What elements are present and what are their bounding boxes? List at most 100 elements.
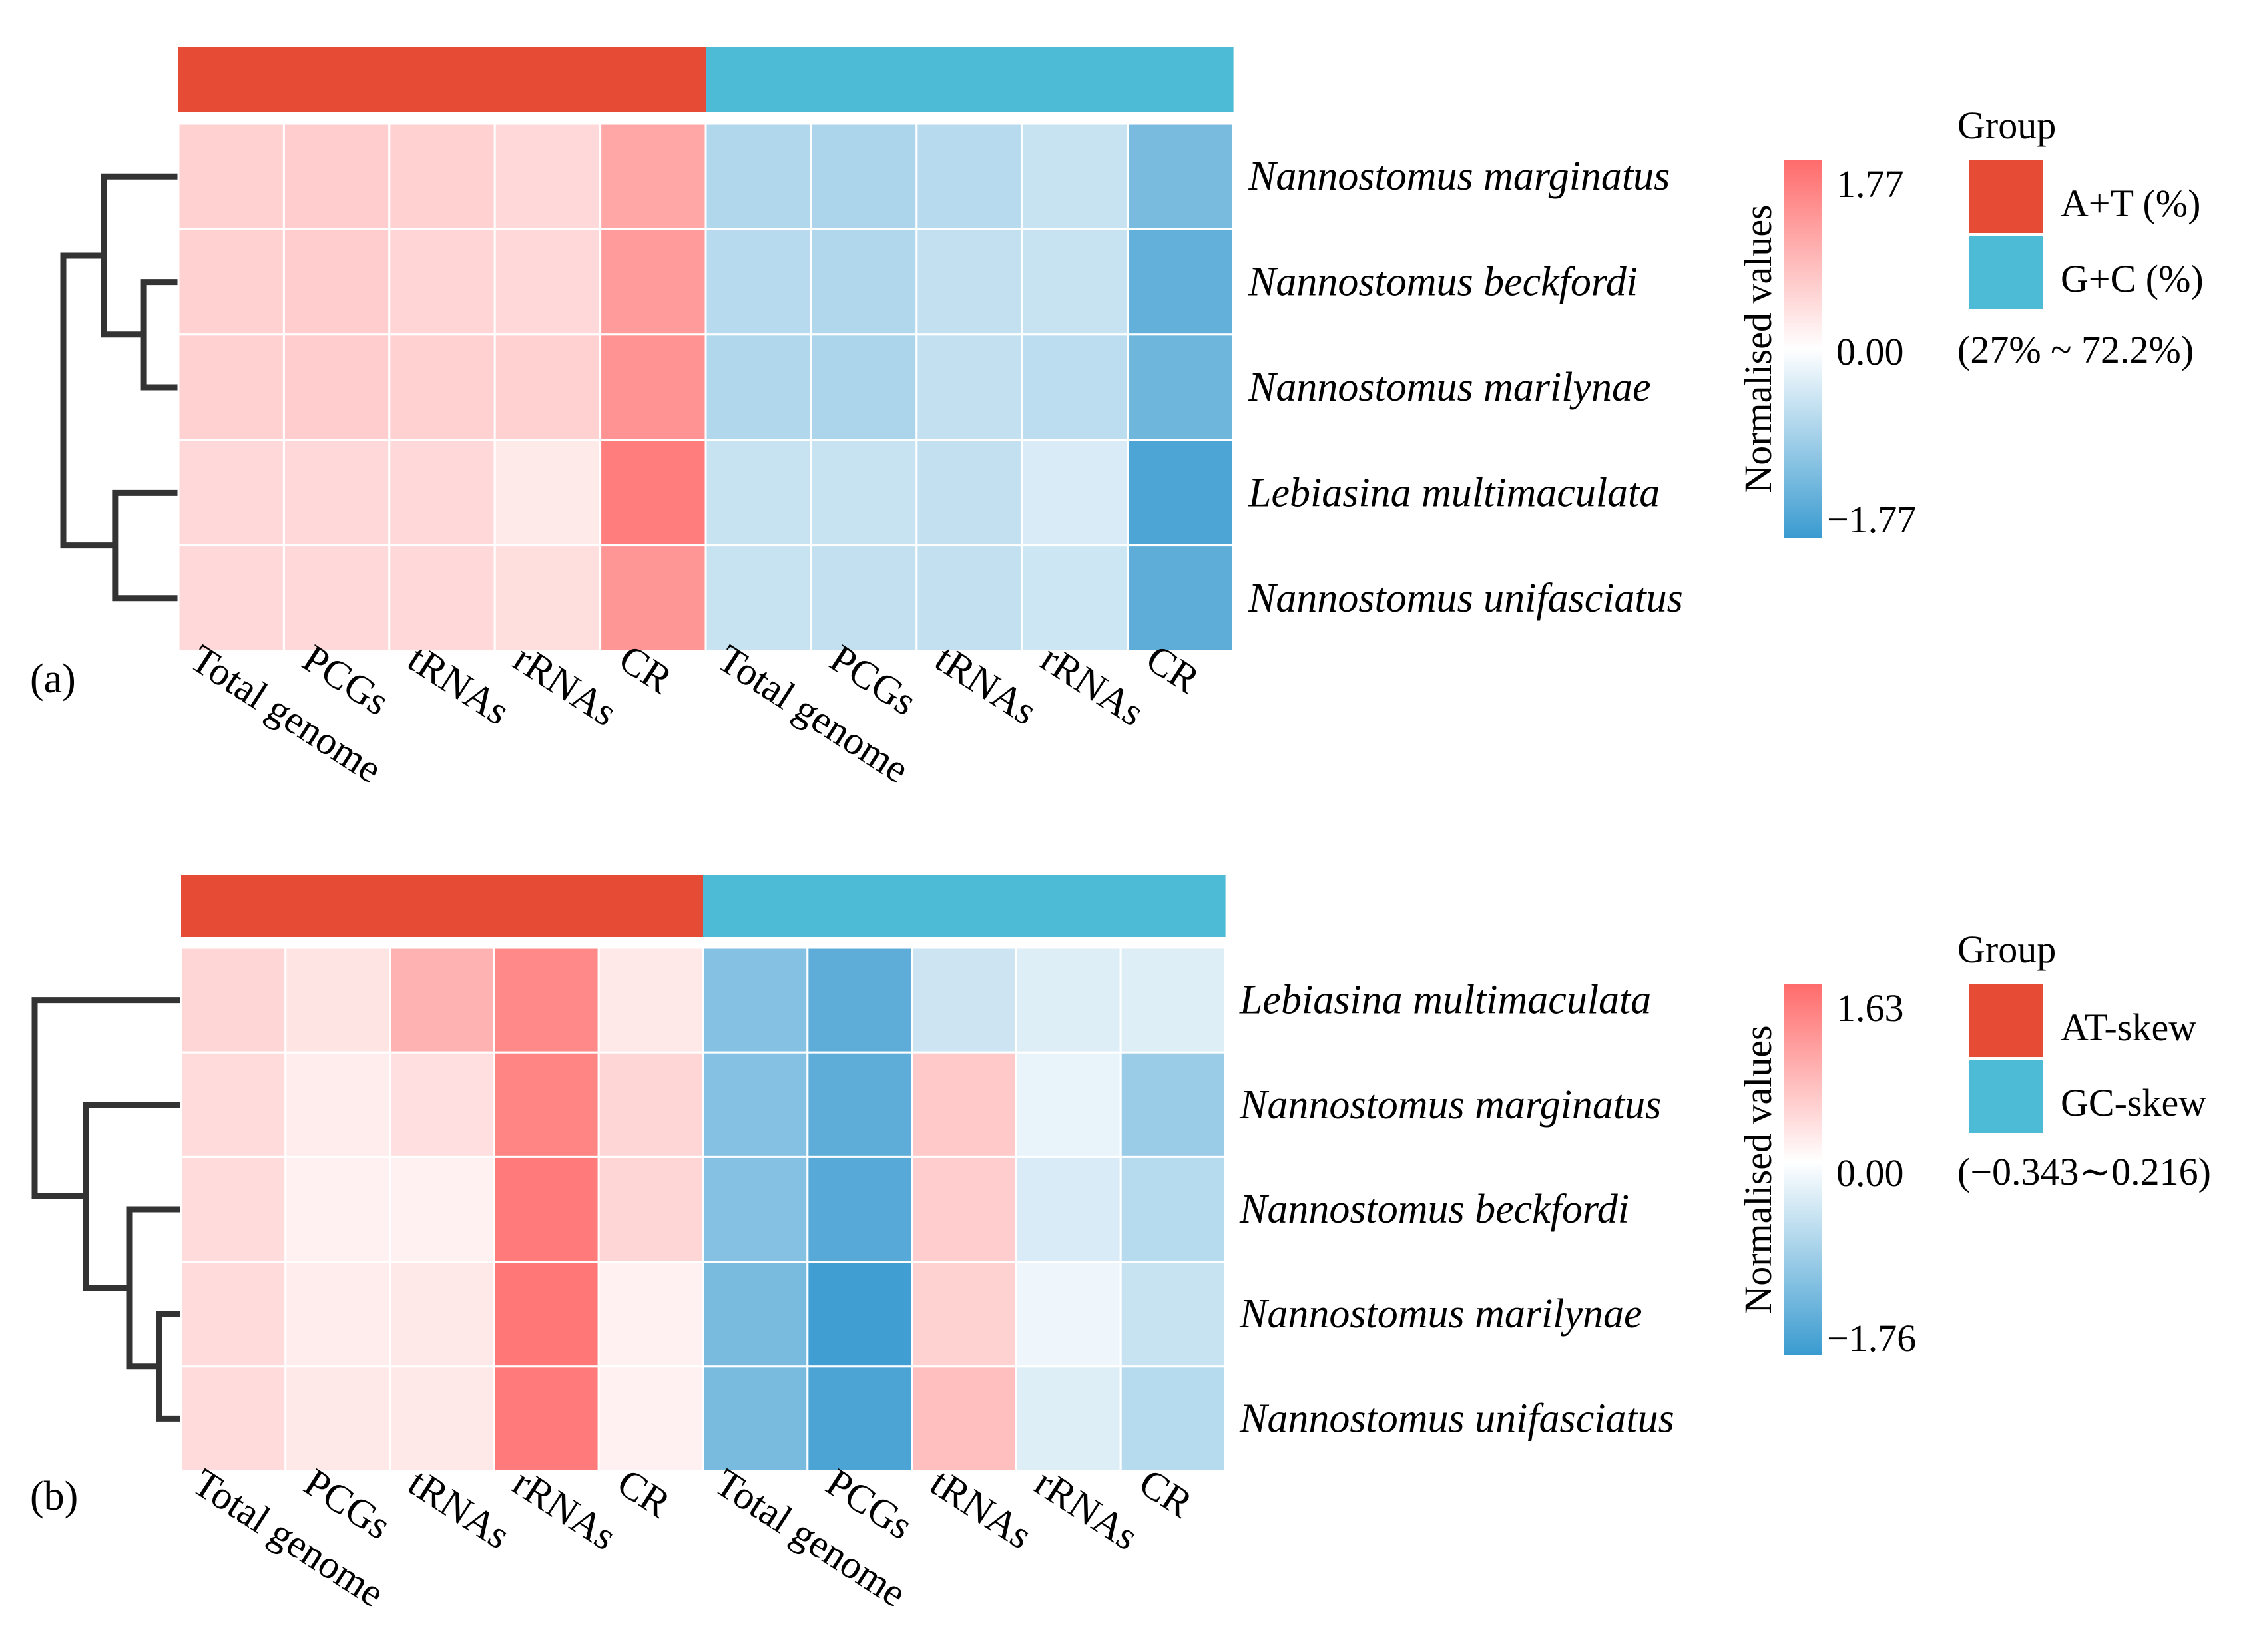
heatmap-cell	[599, 228, 707, 336]
heatmap-cell	[180, 1155, 287, 1263]
heatmap-cell	[493, 1051, 600, 1158]
group-legend-swatch-0	[1969, 160, 2043, 233]
heatmap-cell	[597, 1051, 704, 1158]
heatmap-cell	[389, 1261, 495, 1368]
annotation-cell	[599, 875, 704, 937]
heatmap-cell	[388, 439, 496, 547]
heatmap-cell	[493, 946, 600, 1054]
heatmap-cell	[388, 122, 496, 230]
heatmap-cell	[599, 333, 707, 441]
annotation-cell	[284, 47, 390, 112]
heatmap-cell	[1021, 439, 1129, 547]
row-label: Lebiasina multimaculata	[1248, 470, 1660, 515]
dendrogram-branch	[156, 1311, 181, 1422]
heatmap-cell	[180, 1051, 287, 1158]
panel-a: Nannostomus marginatus Nannostomus beckfo…	[30, 47, 2204, 791]
heatmap-cell	[284, 1365, 391, 1472]
heatmap-cell	[1119, 1365, 1226, 1472]
heatmap-cell	[702, 1051, 809, 1158]
heatmap-cell	[597, 1155, 704, 1263]
heatmap-cell	[177, 122, 285, 230]
heatmap-cell	[597, 946, 704, 1054]
heatmap-cell	[284, 1155, 391, 1263]
group-legend-swatch-0	[1969, 984, 2043, 1057]
annotation-cell	[1022, 47, 1129, 112]
heatmap-cell	[1127, 333, 1234, 441]
heatmap-cell	[177, 333, 285, 441]
row-labels: Lebiasina multimaculata Nannostomus margi…	[1239, 978, 1674, 1442]
heatmap-cell	[599, 439, 707, 547]
heatmap-cell	[702, 946, 809, 1054]
heatmap-cell	[597, 1261, 704, 1368]
group-legend-range-note: (−0.343∼0.216)	[1957, 1150, 2211, 1193]
row-label: Nannostomus beckfordi	[1239, 1187, 1629, 1232]
heatmap-cell	[911, 946, 1017, 1054]
annotation-cell	[807, 875, 913, 937]
group-legend-title: Group	[1957, 104, 2056, 147]
heatmap-cell	[1127, 439, 1234, 547]
heatmap-cell	[180, 946, 287, 1054]
color-scale-title: Normalised values	[1736, 204, 1780, 493]
color-scale-legend: Normalised values 1.63 0.00 −1.76	[1736, 984, 1916, 1360]
heatmap-cell	[704, 122, 812, 230]
heatmap-cell	[389, 1051, 495, 1158]
heatmap-cell	[810, 228, 918, 336]
heatmap-cell	[180, 1365, 287, 1472]
color-scale-title: Normalised values	[1736, 1025, 1780, 1313]
annotation-cell	[389, 875, 495, 937]
heatmap-cell	[1021, 122, 1129, 230]
group-legend-range-note: (27% ~ 72.2%)	[1957, 328, 2194, 371]
heatmap-cell	[1015, 1365, 1122, 1472]
group-legend: Group AT-skew GC-skew (−0.343∼0.216)	[1957, 928, 2211, 1193]
row-label: Lebiasina multimaculata	[1239, 978, 1651, 1023]
color-scale-max-tick: 1.77	[1836, 162, 1904, 206]
heatmap-cell	[704, 333, 812, 441]
annotation-cell	[706, 47, 812, 112]
row-label: Nannostomus marilynae	[1248, 365, 1651, 410]
heatmap-cell	[389, 946, 495, 1054]
dendrogram-branch	[31, 997, 181, 1199]
heatmap-cell	[388, 228, 496, 336]
dendrogram-branch	[140, 279, 178, 391]
annotation-cell	[494, 875, 599, 937]
dendrogram-branch	[126, 1206, 181, 1370]
panel-b: Lebiasina multimaculata Nannostomus margi…	[30, 875, 2211, 1615]
heatmap-cell	[389, 1365, 495, 1472]
row-label: Nannostomus marilynae	[1239, 1291, 1642, 1337]
heatmap-cell	[702, 1155, 809, 1263]
heatmap-cell	[493, 1365, 600, 1472]
heatmap-cell	[915, 544, 1023, 652]
heatmap-cell	[493, 439, 602, 547]
heatmap-cell	[177, 228, 285, 336]
annotation-cell	[285, 875, 391, 937]
column-group-annotation	[178, 47, 1234, 112]
row-label: Nannostomus unifasciatus	[1239, 1396, 1674, 1441]
panel-label: (a)	[30, 656, 76, 702]
annotation-cell	[1121, 875, 1226, 937]
annotation-cell	[1016, 875, 1121, 937]
heatmap-cell	[704, 544, 812, 652]
column-label: tRNAs	[923, 1460, 1040, 1557]
heatmap-cell	[388, 544, 496, 652]
row-label: Nannostomus beckfordi	[1248, 260, 1638, 305]
column-label: tRNAs	[401, 1460, 518, 1557]
heatmap-cell	[284, 946, 391, 1054]
heatmap-cell	[810, 544, 918, 652]
row-label: Nannostomus marginatus	[1239, 1082, 1661, 1128]
heatmap-cell	[1127, 544, 1234, 652]
color-scale-bar	[1784, 160, 1822, 538]
heatmap-cell	[177, 439, 285, 547]
group-legend-label-0: A+T (%)	[2061, 182, 2200, 225]
row-label: Nannostomus unifasciatus	[1248, 576, 1683, 621]
color-scale-legend: Normalised values 1.77 0.00 −1.77	[1736, 160, 1916, 541]
annotation-cell	[703, 875, 808, 937]
heatmap-cell	[1119, 1051, 1226, 1158]
heatmap-cell	[282, 544, 391, 652]
heatmap-cell	[177, 544, 285, 652]
heatmap-cell	[702, 1365, 809, 1472]
heatmap-cell	[1021, 544, 1129, 652]
heatmap-cell	[806, 1051, 913, 1158]
heatmap-cell	[282, 439, 391, 547]
heatmap-cell	[282, 122, 391, 230]
